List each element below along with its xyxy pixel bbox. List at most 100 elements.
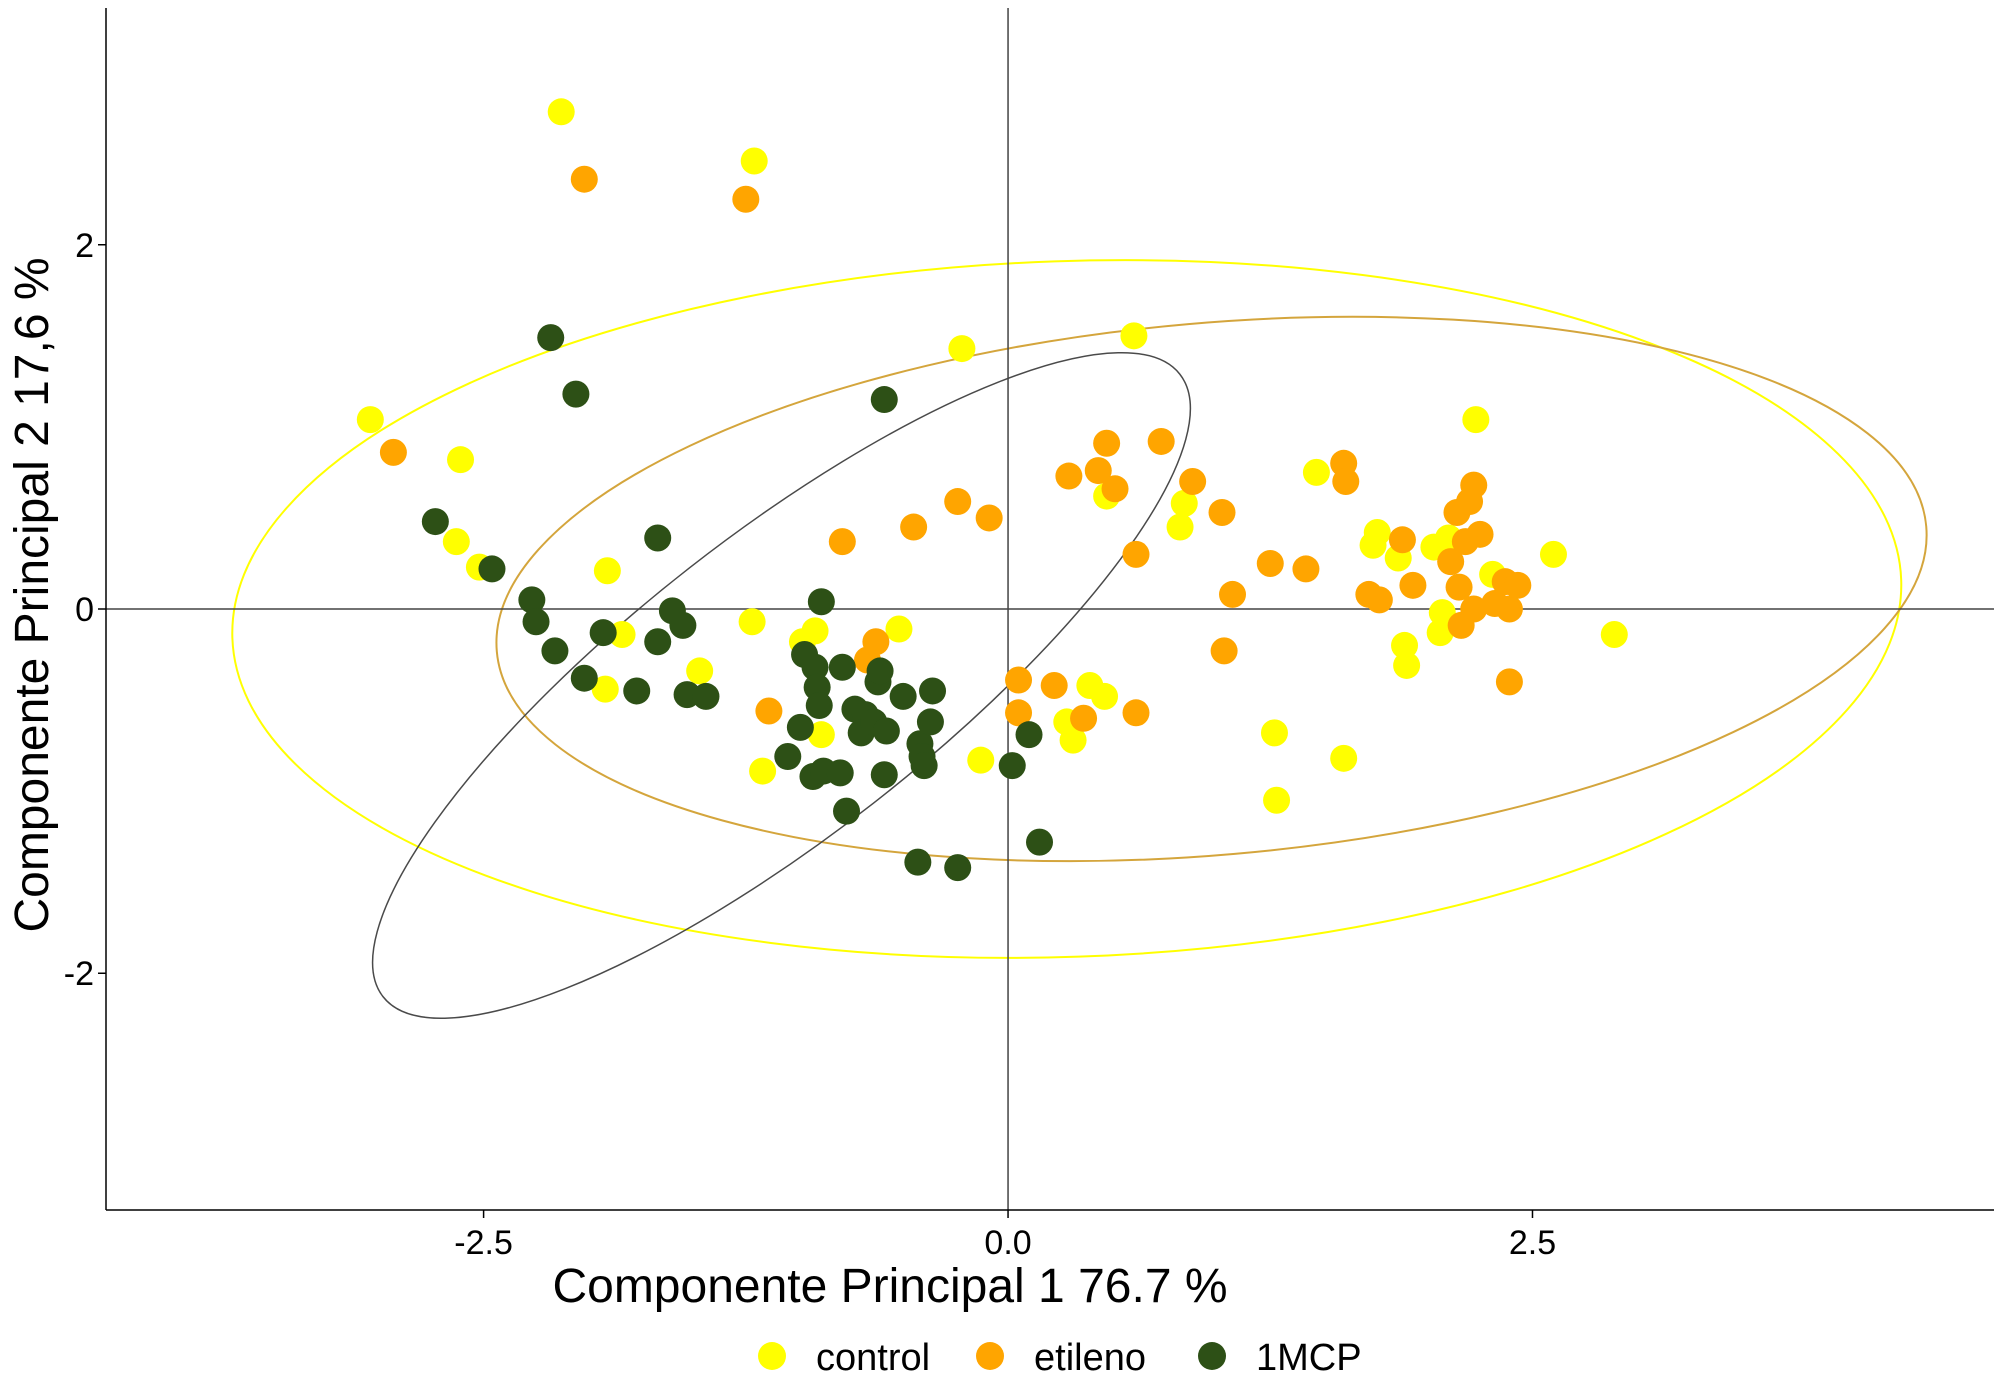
point-etileno <box>1495 668 1523 696</box>
point-control <box>447 446 475 474</box>
point-etileno <box>862 628 890 656</box>
point-etileno <box>1388 526 1416 554</box>
point-etileno <box>1365 586 1393 614</box>
point-1mcp <box>944 854 972 882</box>
point-control <box>1302 458 1330 486</box>
point-control <box>967 746 995 774</box>
point-etileno <box>1437 548 1465 576</box>
point-1mcp <box>805 692 833 720</box>
point-etileno <box>1399 571 1427 599</box>
point-etileno <box>732 185 760 213</box>
point-etileno <box>1040 671 1068 699</box>
legend-key-1mcp <box>1198 1342 1226 1370</box>
point-control <box>1330 744 1358 772</box>
point-etileno <box>1093 429 1121 457</box>
point-control <box>1426 619 1454 647</box>
point-1mcp <box>774 743 802 771</box>
point-etileno <box>570 165 598 193</box>
point-1mcp <box>801 653 829 681</box>
confidence-ellipse-control <box>231 259 1903 959</box>
y-tick-label: -2 <box>64 955 94 993</box>
point-1mcp <box>826 759 854 787</box>
point-etileno <box>1122 540 1150 568</box>
point-etileno <box>828 528 856 556</box>
point-etileno <box>975 504 1003 532</box>
y-ticks: -2 0 2 <box>64 227 106 993</box>
point-etileno <box>1070 704 1098 732</box>
point-1mcp <box>589 619 617 647</box>
point-etileno <box>1495 595 1523 623</box>
point-1mcp <box>562 380 590 408</box>
point-control <box>593 557 621 585</box>
x-ticks: -2.5 0.0 2.5 <box>454 1210 1556 1262</box>
point-control <box>1428 599 1456 627</box>
point-control <box>1120 322 1148 350</box>
point-etileno <box>1005 699 1033 727</box>
point-etileno <box>900 513 928 541</box>
point-1mcp <box>828 653 856 681</box>
y-axis-title: Componente Principal 2 17,6 % <box>6 257 59 932</box>
points-layer <box>356 98 1628 882</box>
point-control <box>1166 513 1194 541</box>
point-1mcp <box>872 717 900 745</box>
point-1mcp <box>522 608 550 636</box>
point-1mcp <box>916 708 944 736</box>
ellipse-layer <box>231 259 1928 1020</box>
point-etileno <box>755 697 783 725</box>
point-control <box>885 615 913 643</box>
point-control <box>740 147 768 175</box>
point-1mcp <box>421 508 449 536</box>
legend-key-etileno <box>976 1342 1004 1370</box>
point-1mcp <box>786 713 814 741</box>
point-etileno <box>1445 573 1473 601</box>
point-etileno <box>1055 462 1083 490</box>
point-control <box>749 757 777 785</box>
point-control <box>442 528 470 556</box>
point-control <box>686 657 714 685</box>
point-etileno <box>1460 471 1488 499</box>
point-1mcp <box>644 628 672 656</box>
point-1mcp <box>1026 828 1054 856</box>
point-etileno <box>1208 498 1236 526</box>
point-1mcp <box>833 797 861 825</box>
point-1mcp <box>998 752 1026 780</box>
point-control <box>1263 786 1291 814</box>
point-control <box>738 608 766 636</box>
point-etileno <box>1451 528 1479 556</box>
point-1mcp <box>866 657 894 685</box>
point-1mcp <box>1015 721 1043 749</box>
point-etileno <box>1179 468 1207 496</box>
point-1mcp <box>623 677 651 705</box>
point-control <box>1091 682 1119 710</box>
point-etileno <box>1332 468 1360 496</box>
point-etileno <box>1005 666 1033 694</box>
point-etileno <box>379 438 407 466</box>
point-etileno <box>1122 699 1150 727</box>
point-etileno <box>1101 475 1129 503</box>
x-tick-label: 0.0 <box>984 1224 1031 1262</box>
x-tick-label: -2.5 <box>454 1224 513 1262</box>
point-1mcp <box>669 611 697 639</box>
point-control <box>356 406 384 434</box>
confidence-ellipse-etileno <box>495 315 1928 863</box>
point-control <box>1393 651 1421 679</box>
point-1mcp <box>570 664 598 692</box>
legend-key-control <box>758 1342 786 1370</box>
point-1mcp <box>692 682 720 710</box>
point-etileno <box>944 488 972 516</box>
point-etileno <box>1504 571 1532 599</box>
legend-label-1mcp: 1MCP <box>1256 1337 1362 1379</box>
point-etileno <box>1147 427 1175 455</box>
point-1mcp <box>478 555 506 583</box>
point-etileno <box>1084 457 1112 485</box>
point-1mcp <box>644 524 672 552</box>
point-etileno <box>1219 580 1247 608</box>
point-control <box>807 721 835 749</box>
y-tick-label: 2 <box>75 227 94 265</box>
point-1mcp <box>541 637 569 665</box>
point-1mcp <box>919 677 947 705</box>
legend-label-etileno: etileno <box>1034 1337 1146 1379</box>
confidence-ellipse-1mcp <box>371 351 1192 1020</box>
point-1mcp <box>537 324 565 352</box>
